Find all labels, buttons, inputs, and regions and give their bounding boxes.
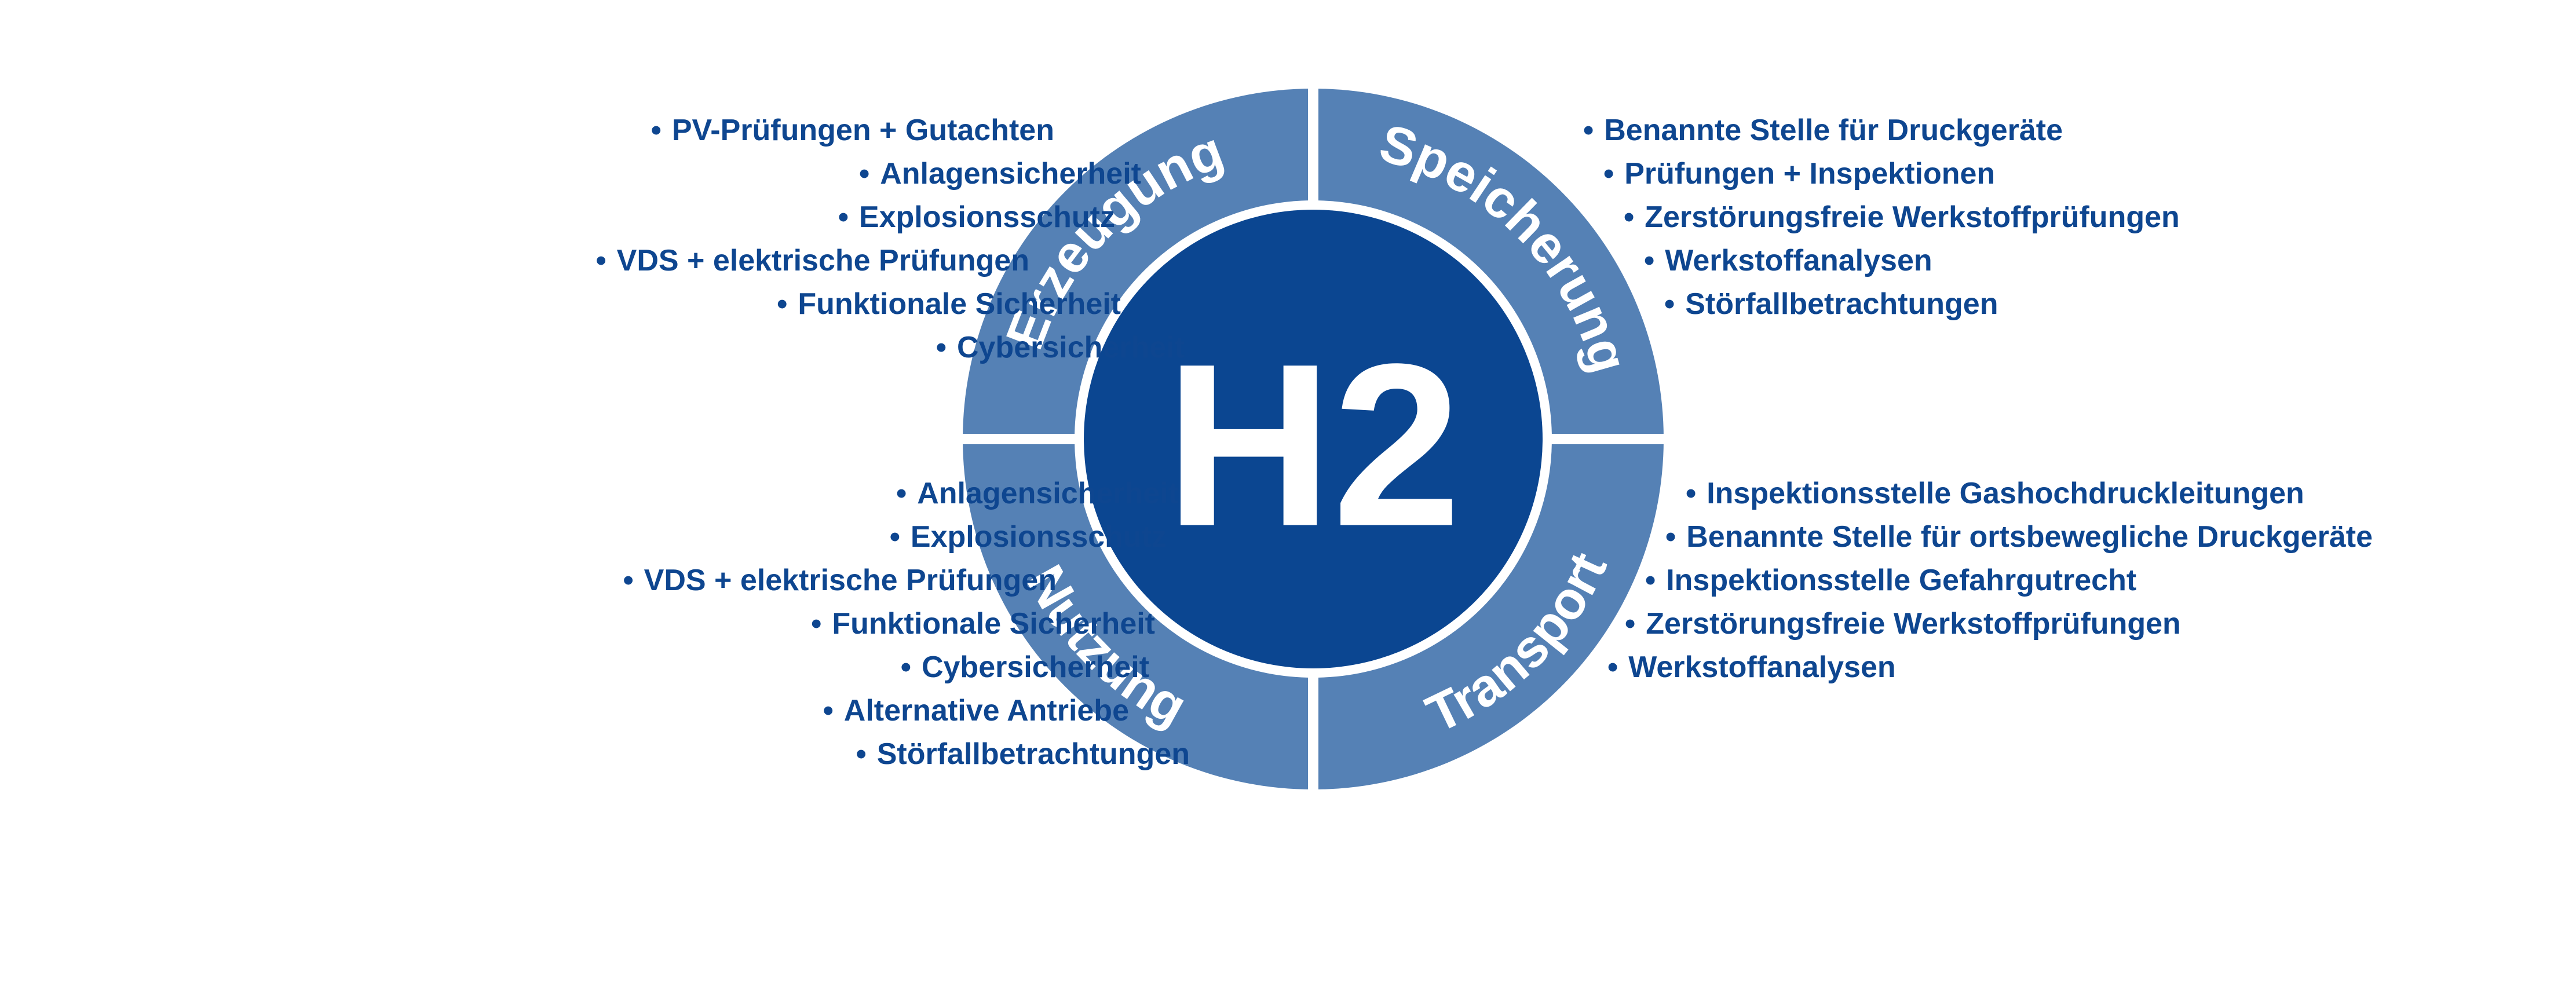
list-item: • VDS + elektrische Prüfungen — [623, 559, 1057, 602]
list-item: • Anlagensicherheit — [595, 152, 1141, 196]
bullet-icon: • — [856, 737, 867, 771]
list-item: • Störfallbetrachtungen — [1664, 283, 2180, 326]
list-item: • Benannte Stelle für Druckgeräte — [1583, 109, 2180, 152]
bullet-icon: • — [936, 331, 947, 364]
transport-items: • Inspektionsstelle Gashochdruckleitungen… — [1607, 472, 2373, 689]
list-item: • VDS + elektrische Prüfungen — [595, 239, 1029, 283]
item-text: Funktionale Sicherheit — [832, 607, 1155, 641]
item-text: Alternative Antriebe — [843, 694, 1129, 727]
list-item: • Anlagensicherheit — [623, 472, 1178, 515]
item-text: PV-Prüfungen + Gutachten — [671, 114, 1054, 147]
list-item: • Zerstörungsfreie Werkstoffprüfungen — [1625, 602, 2373, 646]
bullet-icon: • — [1624, 200, 1635, 234]
item-text: Funktionale Sicherheit — [798, 287, 1121, 321]
item-text: Inspektionsstelle Gefahrgutrecht — [1666, 564, 2137, 597]
bullet-icon: • — [811, 607, 822, 641]
list-item: • Zerstörungsfreie Werkstoffprüfungen — [1624, 196, 2180, 239]
bullet-icon: • — [651, 114, 662, 147]
list-item: • Inspektionsstelle Gefahrgutrecht — [1645, 559, 2373, 602]
item-text: Inspektionsstelle Gashochdruckleitungen — [1707, 477, 2304, 510]
bullet-icon: • — [595, 244, 606, 277]
item-text: Explosionsschutz — [910, 520, 1167, 554]
item-text: Störfallbetrachtungen — [876, 737, 1190, 771]
bullet-icon: • — [823, 694, 834, 727]
item-text: Zerstörungsfreie Werkstoffprüfungen — [1645, 200, 2180, 234]
bullet-icon: • — [1645, 564, 1656, 597]
bullet-icon: • — [896, 477, 907, 510]
bullet-icon: • — [1603, 157, 1614, 191]
bullet-icon: • — [858, 157, 870, 191]
list-item: • Explosionsschutz — [595, 196, 1115, 239]
list-item: • Inspektionsstelle Gashochdruckleitungen — [1686, 472, 2373, 515]
item-text: Zerstörungsfreie Werkstoffprüfungen — [1646, 607, 2181, 641]
item-text: Prüfungen + Inspektionen — [1624, 157, 1996, 191]
list-item: • Alternative Antriebe — [623, 689, 1129, 733]
list-item: • Prüfungen + Inspektionen — [1603, 152, 2180, 196]
item-text: Benannte Stelle für ortsbewegliche Druck… — [1686, 520, 2373, 554]
bullet-icon: • — [889, 520, 900, 554]
list-item: • Funktionale Sicherheit — [595, 283, 1121, 326]
item-text: Werkstoffanalysen — [1665, 244, 1932, 277]
item-text: VDS + elektrische Prüfungen — [644, 564, 1057, 597]
list-item: • Funktionale Sicherheit — [623, 602, 1155, 646]
item-text: Benannte Stelle für Druckgeräte — [1604, 114, 2063, 147]
bullet-icon: • — [1686, 477, 1697, 510]
bullet-icon: • — [1607, 650, 1618, 684]
list-item: • Werkstoffanalysen — [1607, 646, 2373, 689]
speicherung-items: • Benannte Stelle für Druckgeräte • Prüfung… — [1583, 109, 2180, 326]
center-label: H2 — [1165, 316, 1461, 575]
bullet-icon: • — [1644, 244, 1655, 277]
bullet-icon: • — [1665, 520, 1676, 554]
item-text: VDS + elektrische Prüfungen — [616, 244, 1029, 277]
bullet-icon: • — [900, 650, 911, 684]
bullet-icon: • — [1625, 607, 1636, 641]
nutzung-items: • Anlagensicherheit • Explosionsschutz • VDS … — [623, 472, 1190, 776]
item-text: Störfallbetrachtungen — [1685, 287, 1998, 321]
inner-core — [1084, 210, 1543, 668]
item-text: Explosionsschutz — [858, 200, 1115, 234]
list-item: • PV-Prüfungen + Gutachten — [595, 109, 1054, 152]
list-item: • Benannte Stelle für ortsbewegliche Druc… — [1665, 515, 2373, 559]
item-text: Anlagensicherheit — [917, 477, 1178, 510]
list-item: • Werkstoffanalysen — [1644, 239, 2180, 283]
list-item: • Cybersicherheit — [595, 326, 1185, 370]
erzeugung-items: • PV-Prüfungen + Gutachten • Anlagensicherh… — [595, 109, 1185, 370]
bullet-icon: • — [838, 200, 849, 234]
bullet-icon: • — [1583, 114, 1594, 147]
item-text: Anlagensicherheit — [880, 157, 1141, 191]
list-item: • Störfallbetrachtungen — [623, 733, 1190, 776]
bullet-icon: • — [1664, 287, 1675, 321]
item-text: Cybersicherheit — [921, 650, 1149, 684]
bullet-icon: • — [623, 564, 634, 597]
list-item: • Cybersicherheit — [623, 646, 1149, 689]
list-item: • Explosionsschutz — [623, 515, 1167, 559]
bullet-icon: • — [777, 287, 788, 321]
item-text: Cybersicherheit — [956, 331, 1185, 364]
item-text: Werkstoffanalysen — [1628, 650, 1896, 684]
